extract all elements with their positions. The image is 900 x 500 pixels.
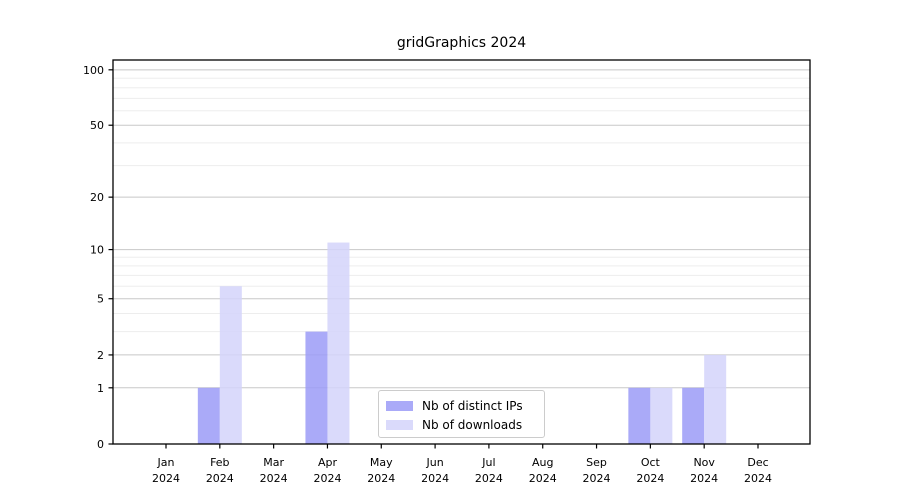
bars: [197, 242, 727, 444]
x-tick-label-year: 2024: [475, 472, 503, 485]
x-tick-label-year: 2024: [583, 472, 611, 485]
x-tick-label-month: Apr: [318, 456, 338, 469]
x-tick-label-year: 2024: [206, 472, 234, 485]
legend-swatch-downloads: [386, 419, 413, 430]
bar-distinct-ips-nov: [682, 387, 705, 444]
plot-frame: [112, 59, 811, 445]
x-tick-label-year: 2024: [421, 472, 449, 485]
x-tick-label-month: Jan: [157, 456, 175, 469]
y-tick-label: 2: [97, 349, 104, 362]
x-tick-label-year: 2024: [529, 472, 557, 485]
x-tick-label-month: Jun: [425, 456, 443, 469]
legend-item-downloads: Nb of downloads: [386, 415, 544, 434]
minor-gridlines: [113, 77, 810, 333]
legend-item-distinct-ips: Nb of distinct IPs: [386, 396, 544, 415]
x-tick-label-year: 2024: [744, 472, 772, 485]
x-tick-label-month: May: [370, 456, 393, 469]
bar-downloads-nov: [704, 354, 727, 444]
x-tick-label-year: 2024: [690, 472, 718, 485]
x-axis: [165, 444, 759, 449]
y-tick-label: 10: [90, 244, 104, 257]
x-tick-label-year: 2024: [152, 472, 180, 485]
x-tick-label-year: 2024: [636, 472, 664, 485]
y-tick-label: 5: [97, 293, 104, 306]
y-tick-label: 50: [90, 119, 104, 132]
bar-distinct-ips-oct: [628, 387, 651, 444]
legend-swatch-distinct-ips: [386, 400, 413, 411]
x-tick-label-month: Aug: [532, 456, 553, 469]
bar-distinct-ips-feb: [197, 387, 220, 444]
y-tick-label: 20: [90, 191, 104, 204]
x-tick-label-year: 2024: [367, 472, 395, 485]
bar-downloads-apr: [327, 242, 350, 444]
y-tick-label: 1: [97, 382, 104, 395]
x-tick-label-month: Oct: [641, 456, 661, 469]
x-tick-label-month: Dec: [747, 456, 768, 469]
bar-downloads-feb: [219, 286, 242, 444]
y-axis: [108, 69, 113, 445]
legend-label-downloads: Nb of downloads: [422, 417, 523, 432]
x-tick-label-month: Mar: [263, 456, 284, 469]
legend: Nb of distinct IPs Nb of downloads: [378, 390, 545, 438]
y-tick-label: 0: [97, 438, 104, 451]
legend-label-distinct-ips: Nb of distinct IPs: [422, 398, 523, 413]
x-tick-label-year: 2024: [260, 472, 288, 485]
x-tick-label-month: Feb: [210, 456, 229, 469]
bar-downloads-oct: [650, 387, 673, 444]
x-tick-label-month: Nov: [693, 456, 715, 469]
x-tick-label-month: Sep: [586, 456, 607, 469]
chart-title: gridGraphics 2024: [396, 35, 527, 51]
bar-distinct-ips-apr: [305, 331, 328, 444]
x-tick-label-year: 2024: [313, 472, 341, 485]
x-tick-label-month: Jul: [481, 456, 495, 469]
major-gridlines: [113, 69, 810, 389]
y-tick-label: 100: [83, 64, 104, 77]
